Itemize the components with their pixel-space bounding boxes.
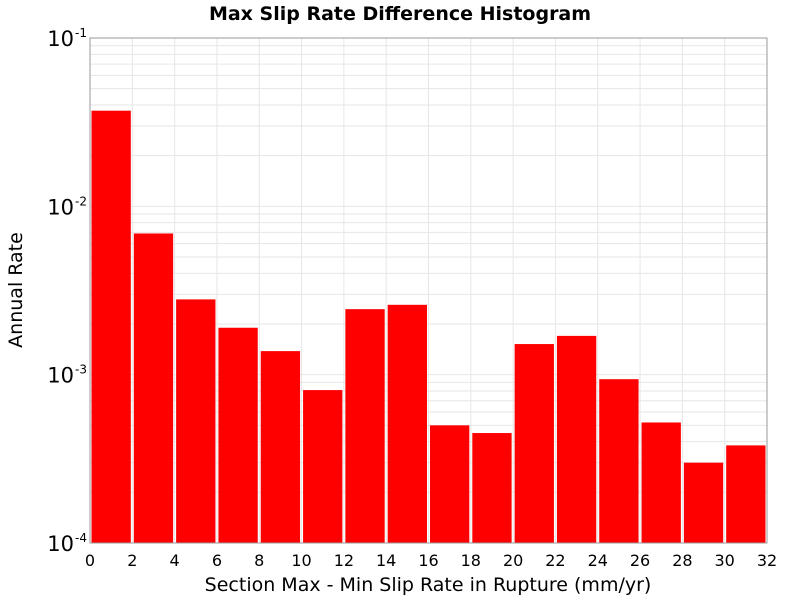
histogram-bar [556, 335, 597, 543]
x-tick-label: 20 [503, 551, 523, 570]
x-axis-label: Section Max - Min Slip Rate in Rupture (… [205, 574, 652, 596]
x-tick-label: 0 [85, 551, 95, 570]
y-tick-exponent: -3 [75, 363, 87, 377]
y-tick-base: 10 [47, 195, 74, 219]
x-tick-label: 6 [212, 551, 222, 570]
histogram-bar [472, 433, 512, 543]
x-tick-label: 26 [630, 551, 650, 570]
chart-title: Max Slip Rate Difference Histogram [209, 3, 591, 25]
x-tick-label: 2 [127, 551, 137, 570]
y-tick-label: 10 -2 [47, 194, 87, 219]
x-tick-label: 22 [545, 551, 565, 570]
histogram-bar [599, 379, 639, 543]
x-tick-labels: 0 2 4 6 8 10 12 14 16 18 20 22 24 26 28 30 32 [85, 551, 777, 570]
y-tick-exponent: -1 [75, 26, 87, 40]
bars [91, 110, 766, 544]
y-tick-label: 10 -1 [47, 26, 87, 51]
x-tick-label: 4 [170, 551, 180, 570]
histogram-bar [345, 309, 385, 543]
y-tick-labels: 10-110-210-310-4 [47, 26, 87, 556]
y-tick-exponent: -2 [75, 194, 87, 208]
histogram-bar [133, 233, 174, 544]
histogram-bar [218, 327, 258, 543]
x-tick-label: 10 [291, 551, 311, 570]
x-tick-label: 28 [672, 551, 692, 570]
x-tick-label: 24 [588, 551, 608, 570]
y-tick-exponent: -4 [75, 531, 87, 545]
x-tick-label: 18 [461, 551, 481, 570]
y-axis-label: Annual Rate [5, 232, 27, 348]
histogram-bar [91, 110, 131, 544]
y-tick-base: 10 [47, 27, 74, 51]
histogram-bar [387, 304, 427, 543]
x-tick-label: 30 [715, 551, 735, 570]
y-tick-label: 10 -4 [47, 531, 87, 556]
x-tick-label: 32 [757, 551, 777, 570]
histogram-bar [641, 422, 681, 543]
histogram-bar [514, 344, 554, 543]
histogram-bar [260, 351, 301, 543]
histogram-bar [176, 299, 216, 543]
histogram-bar [683, 462, 724, 543]
x-tick-label: 16 [418, 551, 438, 570]
y-tick-label: 10 -3 [47, 363, 87, 388]
y-tick-base: 10 [47, 532, 74, 556]
histogram-bar [430, 425, 470, 543]
y-tick-base: 10 [47, 364, 74, 388]
x-tick-label: 12 [334, 551, 354, 570]
x-tick-label: 14 [376, 551, 396, 570]
x-tick-label: 8 [254, 551, 264, 570]
plot-border [89, 37, 768, 544]
histogram-bar [726, 445, 766, 543]
histogram-bar [303, 390, 343, 543]
